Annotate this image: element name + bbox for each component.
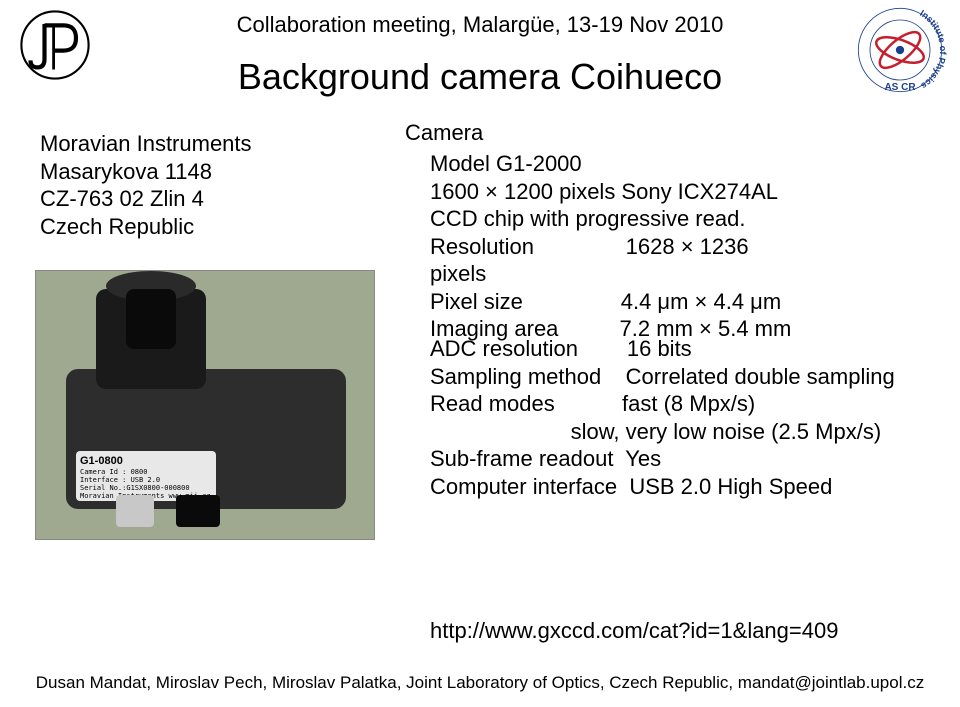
sampling-label: Sampling method (430, 364, 601, 389)
camera-secondary-specs: ADC resolution 16 bits Sampling method C… (430, 335, 895, 500)
vendor-street: Masarykova 1148 (40, 158, 252, 186)
camera-heading: Camera (405, 120, 483, 146)
camera-ccd: CCD chip with progressive read. (430, 205, 791, 233)
camera-model: Model G1-2000 (430, 150, 791, 178)
vendor-zip: CZ-763 02 Zlin 4 (40, 185, 252, 213)
camera-primary-specs: Model G1-2000 1600 × 1200 pixels Sony IC… (430, 150, 791, 343)
product-url: http://www.gxccd.com/cat?id=1&lang=409 (430, 618, 838, 644)
sticker-id: Camera Id : 0800 (80, 468, 212, 476)
read-label: Read modes (430, 391, 555, 416)
footer-authors: Dusan Mandat, Miroslav Pech, Miroslav Pa… (0, 673, 960, 693)
usb-port-icon (116, 495, 154, 527)
sticker-iface: Interface : USB 2.0 (80, 476, 212, 484)
page-title: Background camera Coihueco (0, 56, 960, 98)
subframe-label: Sub-frame readout (430, 446, 613, 471)
res-value: 1628 × 1236 (626, 234, 749, 259)
res-unit: pixels (430, 260, 791, 288)
camera-lens-mount (96, 289, 206, 389)
camera-photo: G1-0800 Camera Id : 0800 Interface : USB… (35, 270, 375, 540)
read-fast: fast (8 Mpx/s) (622, 391, 755, 416)
pixel-value: 4.4 μm × 4.4 μm (621, 289, 781, 314)
sticker-title: G1-0800 (80, 455, 212, 468)
camera-sensor: 1600 × 1200 pixels Sony ICX274AL (430, 178, 791, 206)
adc-value: 16 bits (627, 336, 692, 361)
vendor-name: Moravian Instruments (40, 130, 252, 158)
lens-barrel-icon (126, 289, 176, 349)
read-slow: slow, very low noise (2.5 Mpx/s) (571, 419, 882, 444)
iface-value: USB 2.0 High Speed (629, 474, 832, 499)
vendor-address: Moravian Instruments Masarykova 1148 CZ-… (40, 130, 252, 240)
iface-label: Computer interface (430, 474, 617, 499)
rj-port-icon (176, 495, 220, 527)
sticker-serial: Serial No.:G1SX0800-000800 (80, 484, 212, 492)
vendor-country: Czech Republic (40, 213, 252, 241)
subframe-value: Yes (625, 446, 661, 471)
pixel-label: Pixel size (430, 289, 523, 314)
adc-label: ADC resolution (430, 336, 578, 361)
res-label: Resolution (430, 234, 534, 259)
sampling-value: Correlated double sampling (626, 364, 895, 389)
meeting-header: Collaboration meeting, Malargüe, 13-19 N… (0, 12, 960, 38)
camera-sticker: G1-0800 Camera Id : 0800 Interface : USB… (76, 451, 216, 501)
